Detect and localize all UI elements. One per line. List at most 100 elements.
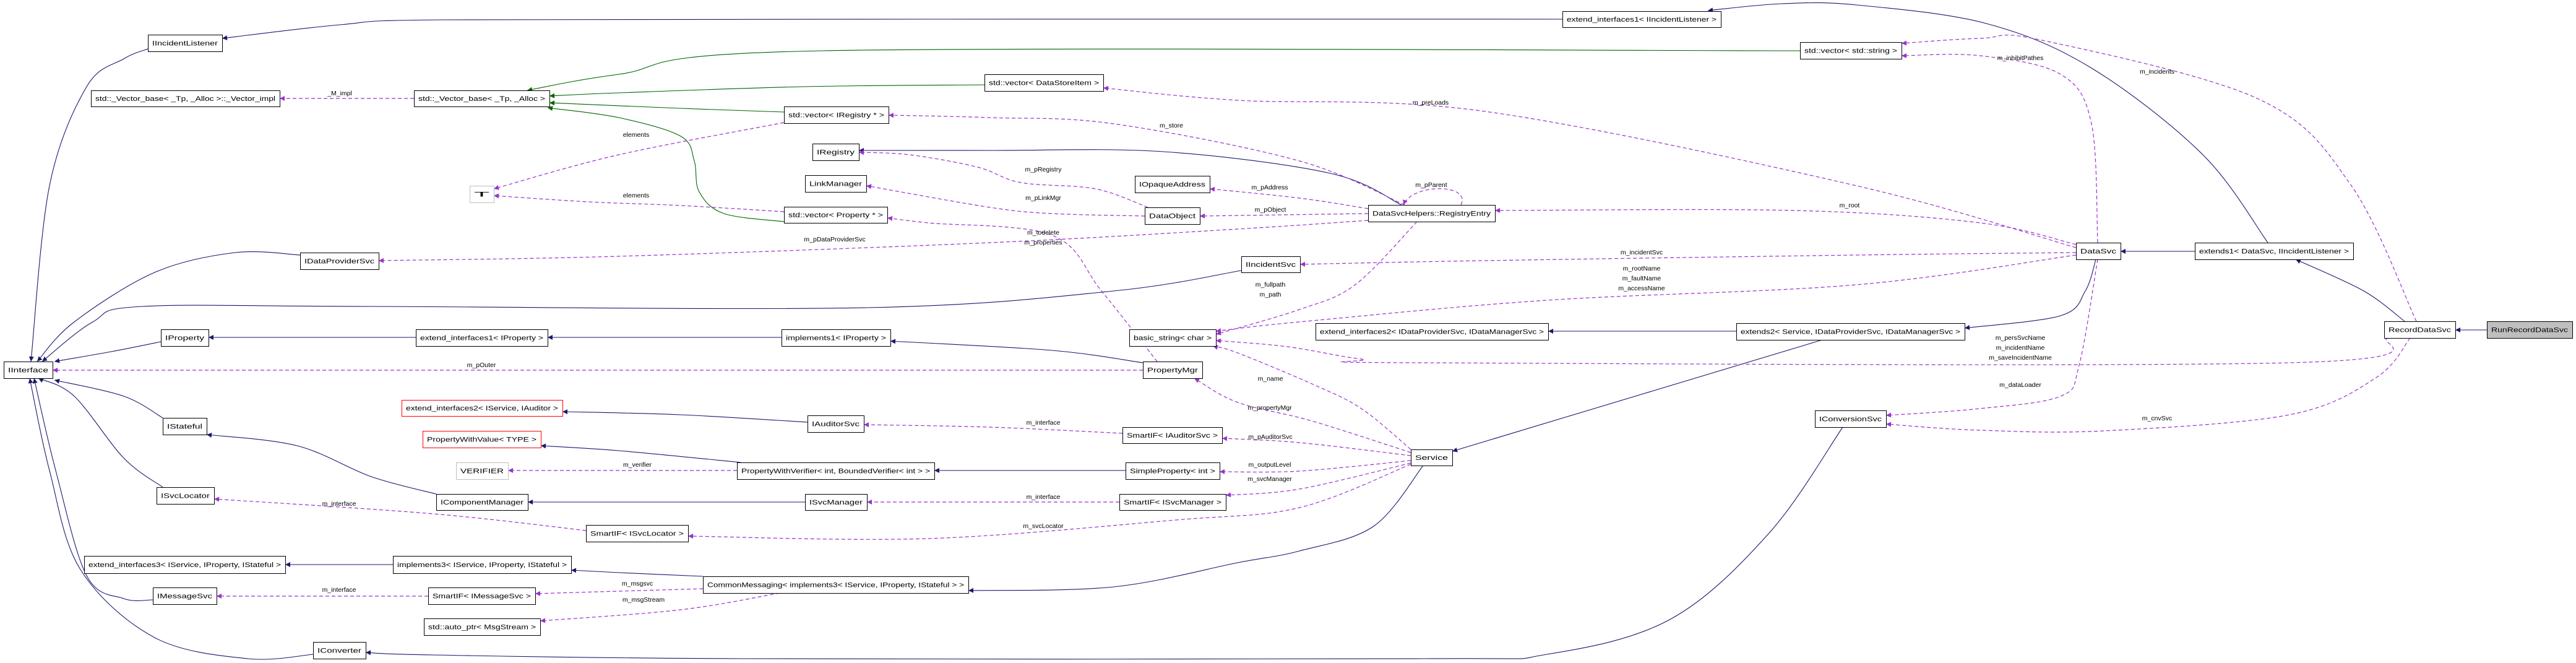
class-node-RecordDataSvc[interactable]: RecordDataSvc [2384,321,2456,339]
class-node-IProperty[interactable]: IProperty [161,329,209,347]
class-node-IInterface[interactable]: IInterface [4,362,53,379]
class-node-SimpleProperty[interactable]: SimpleProperty< int > [1126,462,1220,480]
class-node-IMessageSvc[interactable]: IMessageSvc [153,587,217,605]
class-node-vecIReg[interactable]: std::vector< IRegistry * > [784,106,889,124]
class-box [436,494,528,511]
edge-usage-DataSvc-to-RegistryEntry [1494,207,2077,245]
edge-label: m_msgStream [622,596,665,604]
edge-label: m_incidents [2140,68,2174,76]
class-node-RunRecordDataSvc[interactable]: RunRecordDataSvc [2487,321,2573,339]
class-node-SmartIFIAuditorSvc[interactable]: SmartIF< IAuditorSvc > [1122,427,1223,444]
class-box [2195,243,2354,260]
edge-usage-Service-to-SmartIFISvcLocator [687,464,1411,540]
class-node-PropertyWithValue[interactable]: PropertyWithValue< TYPE > [423,431,541,448]
class-node-SmartIFIMessageSvc[interactable]: SmartIF< IMessageSvc > [428,587,536,605]
class-name: IAuditorSvc [812,420,860,428]
class-name: implements1< IProperty > [786,334,886,342]
class-node-SmartIFISvcManager[interactable]: SmartIF< ISvcManager > [1119,494,1226,511]
class-box [414,90,550,107]
class-node-ext1IIL[interactable]: extend_interfaces1< IIncidentListener > [1562,11,1721,28]
class-node-IAuditorSvc[interactable]: IAuditorSvc [808,415,864,433]
class-box [1368,205,1496,222]
class-node-IRegistry[interactable]: IRegistry [812,144,859,161]
class-node-RegistryEntry[interactable]: DataSvcHelpers::RegistryEntry [1368,205,1496,222]
class-name: Service [1415,454,1448,462]
edge-usage-RegistryEntry-to-IDataProviderSvc [378,220,1369,263]
class-node-vecString[interactable]: std::vector< std::string > [1800,42,1902,59]
class-node-IOpaqueAddress[interactable]: IOpaqueAddress [1135,176,1210,193]
class-node-vecProp[interactable]: std::vector< Property * > [784,207,888,223]
class-node-IConverter[interactable]: IConverter [313,642,366,659]
edge-label: m_store [1160,122,1183,129]
class-node-PropertyMgr[interactable]: PropertyMgr [1143,362,1203,379]
class-node-impl1[interactable]: implements1< IProperty > [782,329,891,347]
class-box [808,415,864,433]
edge-usage-RecordDataSvc-to-vecString [1901,35,2417,322]
class-node-IStateful[interactable]: IStateful [163,418,207,435]
class-node-SmartIFISvcLocator[interactable]: SmartIF< ISvcLocator > [586,525,689,542]
class-node-extends1[interactable]: extends1< DataSvc, IIncidentListener > [2195,243,2354,260]
class-name: IIncidentSvc [1246,261,1296,269]
class-node-vecDSI[interactable]: std::vector< DataStoreItem > [984,74,1104,92]
edge-usage-CommonMessaging-to-SmartIFIMessageSvc [535,588,704,596]
edge-label: m_path [1259,291,1281,298]
class-node-IConversionSvc[interactable]: IConversionSvc [1815,410,1887,428]
class-node-PropertyWithVerifier[interactable]: PropertyWithVerifier< int, BoundedVerifi… [737,462,935,480]
edge-inherit-IConversionSvc-to-IConverter [365,427,1843,660]
class-box [812,144,859,161]
class-node-ext2IServiceIAuditor[interactable]: extend_interfaces2< IService, IAuditor > [402,400,563,417]
class-node-basic_string[interactable]: basic_string< char > [1129,329,1217,347]
class-node-T[interactable]: T [470,186,494,203]
edge-usage-Service-to-PropertyMgr [1194,378,1411,453]
class-name: ISvcLocator [161,492,210,500]
class-name: IProperty [165,334,205,342]
class-node-LinkManager[interactable]: LinkManager [805,175,867,193]
edge-inherit-ISvcLocator-to-IInterface [38,378,163,488]
edge-inherit-IConverter-to-IInterface [28,378,314,660]
class-name: VERIFIER [460,467,504,475]
class-name: SmartIF< IMessageSvc > [433,592,531,600]
edge-inherit-ext1IIL-to-IIncidentListener [222,19,1563,41]
class-name: std::vector< IRegistry * > [788,111,884,119]
class-node-ISvcManager[interactable]: ISvcManager [805,494,868,511]
class-box [805,494,868,511]
class-box [148,35,223,52]
class-node-IDataProviderSvc[interactable]: IDataProviderSvc [300,253,379,270]
edge-inherit-PropertyMgr-to-impl1 [890,339,1144,363]
class-name: IComponentManager [441,499,523,506]
class-node-Vector_base[interactable]: std::_Vector_base< _Tp, _Alloc > [414,90,550,107]
class-node-DataSvc[interactable]: DataSvc [2076,243,2121,260]
class-node-Service[interactable]: Service [1411,449,1453,466]
class-box [153,587,217,605]
class-name: std::auto_ptr< MsgStream > [428,623,536,631]
class-node-ISvcLocator[interactable]: ISvcLocator [157,487,215,505]
class-node-CommonMessaging[interactable]: CommonMessaging< implements3< IService, … [703,576,969,594]
class-node-IIncidentListener[interactable]: IIncidentListener [148,35,223,52]
edge-label: m_incidentSvc [1621,249,1663,256]
edge-label: m_pObject [1255,206,1286,214]
class-name: SmartIF< ISvcManager > [1124,499,1221,506]
class-box [2076,243,2121,260]
class-node-DataObject[interactable]: DataObject [1145,207,1200,225]
edge-usage-vecIReg-to-T [493,122,785,190]
class-name: IRegistry [817,149,855,156]
class-node-ext2IDP[interactable]: extend_interfaces2< IDataProviderSvc, ID… [1316,323,1549,340]
class-box [428,587,536,605]
edge-template-vecDSI-to-Vector_base [549,84,985,98]
edge-label: m_name [1258,375,1283,383]
class-box [1145,207,1200,225]
class-node-IComponentManager[interactable]: IComponentManager [436,494,528,511]
edge-usage-DataObject-to-LinkManager [866,184,1145,217]
class-box [1126,462,1220,480]
class-node-autoptr[interactable]: std::auto_ptr< MsgStream > [424,618,541,636]
class-node-impl3[interactable]: implements3< IService, IProperty, IState… [393,556,572,574]
class-node-extends2[interactable]: extends2< Service, IDataProviderSvc, IDa… [1736,323,1965,340]
class-node-ext1IProperty[interactable]: extend_interfaces1< IProperty > [416,329,548,347]
class-node-ext3[interactable]: extend_interfaces3< IService, IProperty,… [84,556,286,574]
edge-label: m_interface [322,586,356,594]
class-node-VERIFIER[interactable]: VERIFIER [456,462,509,480]
class-node-Vector_impl[interactable]: std::_Vector_base< _Tp, _Alloc >::_Vecto… [91,90,280,107]
class-box [416,329,548,347]
class-node-IIncidentSvc[interactable]: IIncidentSvc [1241,256,1301,273]
